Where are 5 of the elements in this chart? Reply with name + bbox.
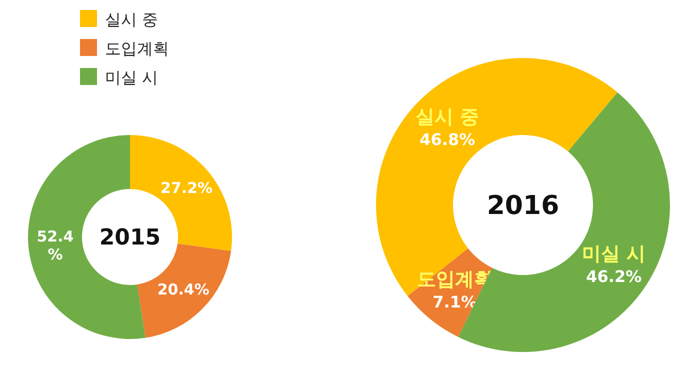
legend-label: 미실 시 bbox=[105, 68, 158, 87]
legend-label: 도입계획 bbox=[105, 39, 169, 58]
text: 2016 bbox=[486, 191, 560, 222]
text: 2015 bbox=[99, 226, 161, 251]
legend-label: 실시 중 bbox=[105, 10, 158, 29]
